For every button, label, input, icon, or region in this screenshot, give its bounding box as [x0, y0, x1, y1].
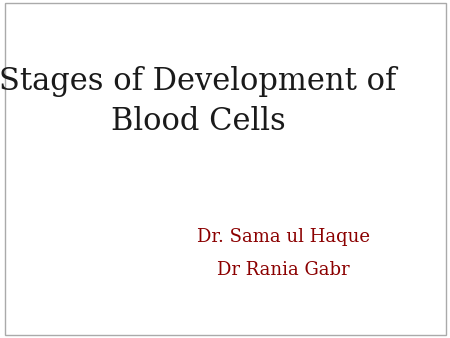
FancyBboxPatch shape [4, 3, 446, 335]
Text: Stages of Development of
Blood Cells: Stages of Development of Blood Cells [0, 66, 396, 137]
Text: Dr Rania Gabr: Dr Rania Gabr [217, 261, 350, 280]
Text: Dr. Sama ul Haque: Dr. Sama ul Haque [197, 227, 370, 246]
